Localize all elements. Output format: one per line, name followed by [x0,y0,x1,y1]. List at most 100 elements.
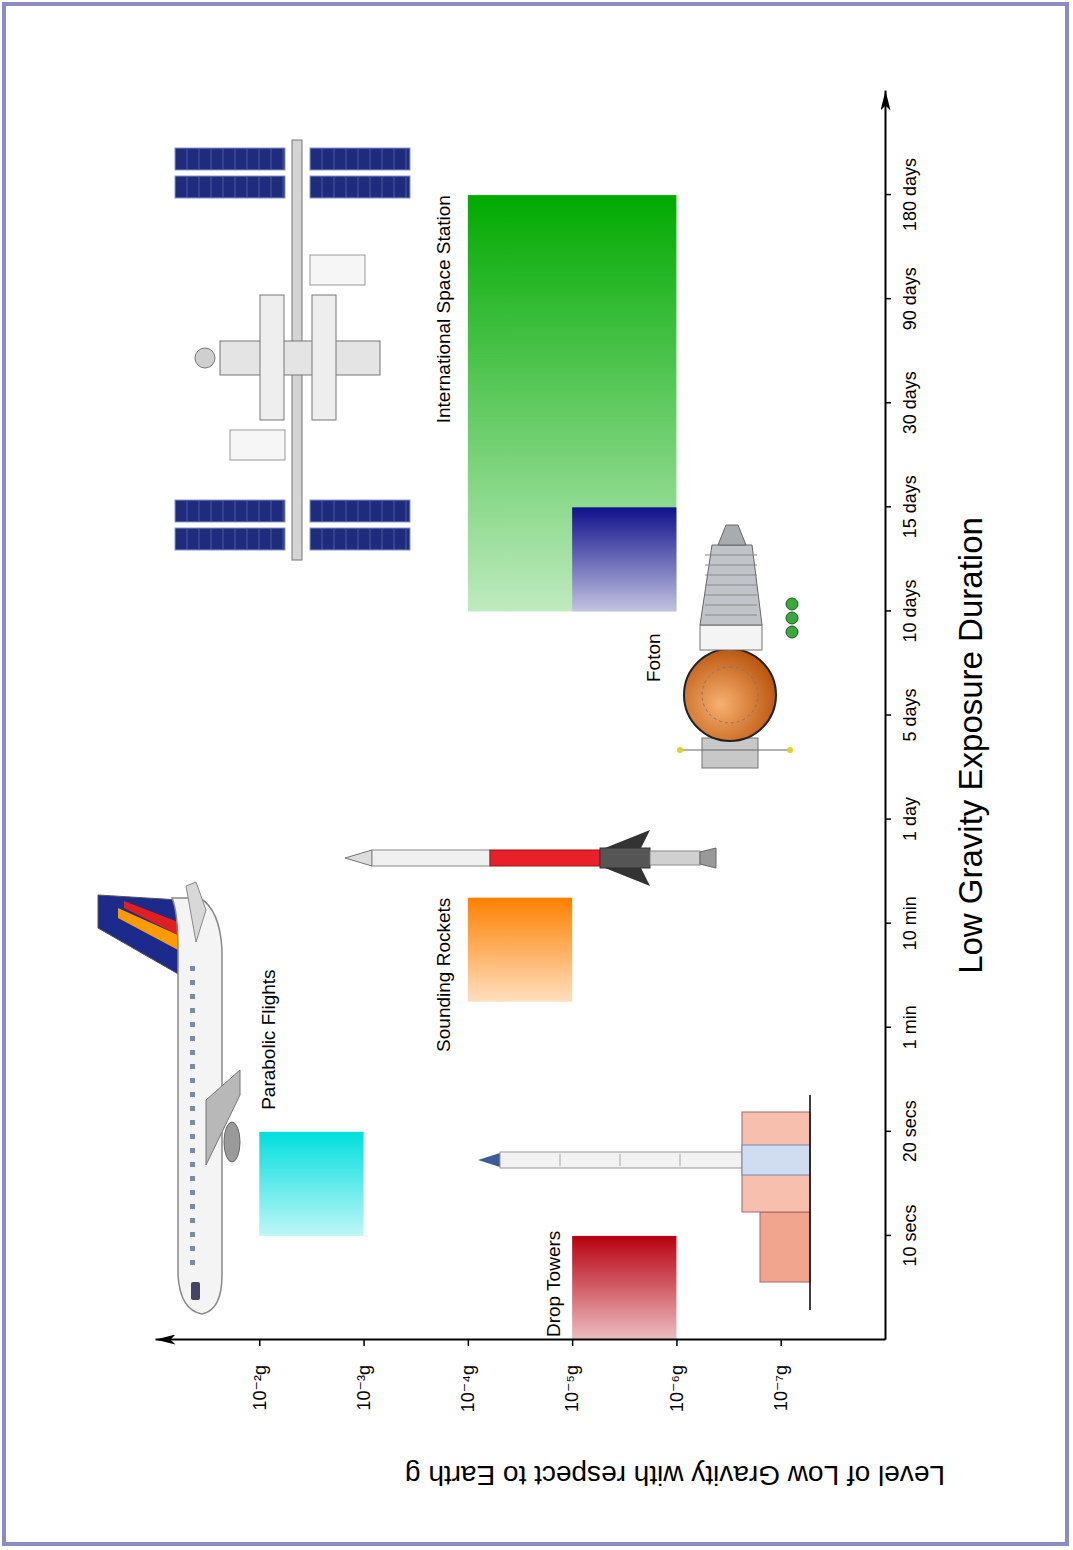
illustration-aircraft [98,882,240,1314]
iss-array-cell [346,500,347,522]
tower-building [742,1145,810,1175]
y-tick-mark [780,1340,782,1346]
iss-array-cell [187,148,188,170]
iss-array-cell [406,528,407,550]
iss-array-cell [199,500,200,522]
illustration-iss [175,140,410,560]
y-axis-line [156,1339,886,1341]
iss-array-cell [271,500,272,522]
rocket-fins [600,830,650,886]
rocket-adapter [600,848,650,868]
iss-array-cell [382,176,383,198]
aircraft-window [190,1022,195,1027]
aircraft-window [190,980,195,985]
x-tick-mark [885,818,891,820]
x-tick-mark [885,402,891,404]
foton-module [700,545,762,625]
iss-array-cell [382,148,383,170]
iss-array-cell [394,528,395,550]
illustration-foton [677,525,798,768]
x-tick: 20 secs [885,1100,920,1162]
bar-labels: Drop TowersParabolic FlightsSounding Roc… [258,195,664,1337]
iss-array-cell [211,176,212,198]
chart: 10 secs20 secs1 min10 min1 day5 days10 d… [0,0,1073,1550]
aircraft-engine [224,1122,240,1162]
aircraft-window [190,994,195,999]
x-tick-label: 1 day [900,797,920,841]
iss-array-cell [334,528,335,550]
foton-hatch [702,667,758,723]
iss-array-cell [358,148,359,170]
foton-module-line [705,555,757,556]
iss-array-cell [223,528,224,550]
aircraft-window [190,1050,195,1055]
iss-array-cell [187,500,188,522]
x-tick-label: 10 secs [900,1204,920,1266]
x-tick-mark [885,298,891,300]
iss-array-cell [211,528,212,550]
foton-module-line [705,565,757,566]
tower-building [760,1212,810,1282]
iss-solar-array [175,528,285,550]
foton-antenna-tip [787,747,793,753]
iss-array-cell [199,528,200,550]
iss-array-cell [358,528,359,550]
bar-label: Drop Towers [543,1231,564,1337]
iss-array-cell [283,528,284,550]
range-bar [468,195,677,611]
illustrations [98,140,810,1314]
iss-array-cell [358,176,359,198]
aircraft-window [190,1232,195,1237]
iss-array-cell [223,148,224,170]
iss-array-cell [235,528,236,550]
iss-radiator [230,430,285,460]
x-tick-label: 15 days [900,475,920,538]
x-tick: 10 min [885,896,920,950]
iss-array-cell [406,500,407,522]
x-tick-label: 10 days [900,579,920,642]
aircraft-wing [206,1070,240,1165]
x-tick-mark [885,194,891,196]
aircraft-window [190,1176,195,1181]
aircraft-window [190,1148,195,1153]
rocket-nose [345,850,372,866]
x-tick-mark [885,610,891,612]
iss-array-cell [370,148,371,170]
y-tick-label: 10⁻³g [354,1365,374,1411]
iss-array-cell [283,176,284,198]
aircraft-stabilizer [186,882,206,942]
bar-label: International Space Station [433,195,454,423]
tower-detail [560,1154,561,1166]
iss-array-cell [271,176,272,198]
y-tick-mark [363,1340,365,1346]
y-tick-label: 10⁻⁶g [667,1365,687,1412]
iss-array-cell [283,500,284,522]
iss-solar-array [310,176,410,198]
iss-array-cell [187,528,188,550]
x-tick-label: 30 days [900,371,920,434]
aircraft-window [190,1120,195,1125]
iss-array-cell [211,148,212,170]
aircraft-window [190,1008,195,1013]
iss-array-cell [247,500,248,522]
foton-module-line [705,605,757,606]
iss-array-cell [370,500,371,522]
iss-module [312,295,336,420]
range-bar [468,898,572,1002]
iss-array-cell [247,528,248,550]
iss-array-cell [271,148,272,170]
foton-module-line [705,615,757,616]
aircraft-window [190,1106,195,1111]
x-tick-label: 5 days [900,688,920,741]
iss-array-cell [223,500,224,522]
rocket-payload [372,850,490,866]
aircraft-window [190,1078,195,1083]
y-tick-label: 10⁻⁵g [562,1365,582,1412]
iss-array-cell [406,148,407,170]
iss-solar-array [175,148,285,170]
x-tick: 30 days [885,371,920,434]
iss-radiator [310,255,365,285]
iss-array-cell [223,176,224,198]
aircraft-window [190,1134,195,1139]
x-tick-mark [885,714,891,716]
